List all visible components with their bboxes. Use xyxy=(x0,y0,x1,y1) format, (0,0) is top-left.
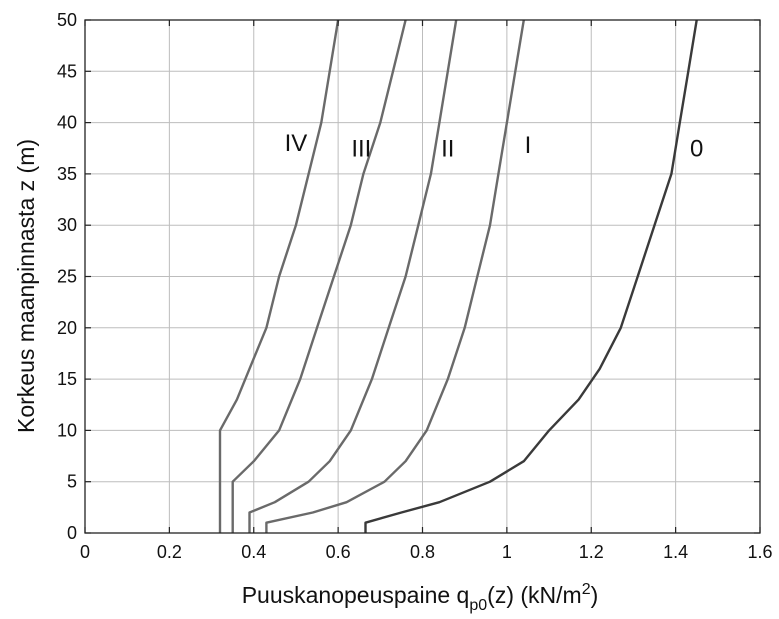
y-axis-title: Korkeus maanpinnasta z (m) xyxy=(13,139,39,433)
x-axis-title-main: Puuskanopeuspaine q xyxy=(242,582,470,608)
series-label-II: II xyxy=(441,135,454,162)
x-tick-label: 0.2 xyxy=(157,542,182,562)
y-tick-label: 5 xyxy=(67,472,77,492)
y-tick-label: 40 xyxy=(57,113,77,133)
x-tick-label: 0.8 xyxy=(410,542,435,562)
series-label-IV: IV xyxy=(285,130,308,157)
grid xyxy=(84,19,761,534)
y-tick-label: 25 xyxy=(57,267,77,287)
x-tick-label: 1.4 xyxy=(663,542,688,562)
x-tick-label: 1 xyxy=(502,542,512,562)
series-label-III: III xyxy=(351,135,371,162)
plot-lines xyxy=(218,19,698,533)
axis-ticks: 0 0.2 0.4 0.6 0.8 1 1.2 1.4 1.6 0 5 10 15 20 25 30 35 40 4… xyxy=(57,10,773,562)
x-tick-label: 1.2 xyxy=(579,542,604,562)
x-tick-label: 0.6 xyxy=(326,542,351,562)
y-tick-label: 35 xyxy=(57,164,77,184)
x-tick-label: 0.4 xyxy=(241,542,266,562)
y-tick-label: 10 xyxy=(57,420,77,440)
y-tick-label: 50 xyxy=(57,10,77,30)
y-tick-label: 15 xyxy=(57,369,77,389)
series-line-II xyxy=(248,19,458,533)
series-label-I: I xyxy=(525,132,532,159)
series-label-0: 0 xyxy=(690,135,703,162)
x-axis-title-end: ) xyxy=(591,582,599,608)
x-axis-title-subscript: p0 xyxy=(469,597,487,614)
series-line-III xyxy=(231,19,407,533)
x-tick-label: 0 xyxy=(80,542,90,562)
y-tick-label: 20 xyxy=(57,318,77,338)
series-line-IV xyxy=(218,19,340,533)
y-tick-label: 30 xyxy=(57,215,77,235)
x-axis-title: Puuskanopeuspaine qp0(z) (kN/m2) xyxy=(242,581,599,614)
x-axis-title-tail: (z) (kN/m xyxy=(487,582,582,608)
series-line-0 xyxy=(364,19,698,533)
x-tick-label: 1.6 xyxy=(747,542,772,562)
x-axis-title-superscript: 2 xyxy=(582,581,591,598)
series-line-I xyxy=(265,19,525,533)
y-tick-label: 0 xyxy=(67,523,77,543)
y-tick-label: 45 xyxy=(57,61,77,81)
